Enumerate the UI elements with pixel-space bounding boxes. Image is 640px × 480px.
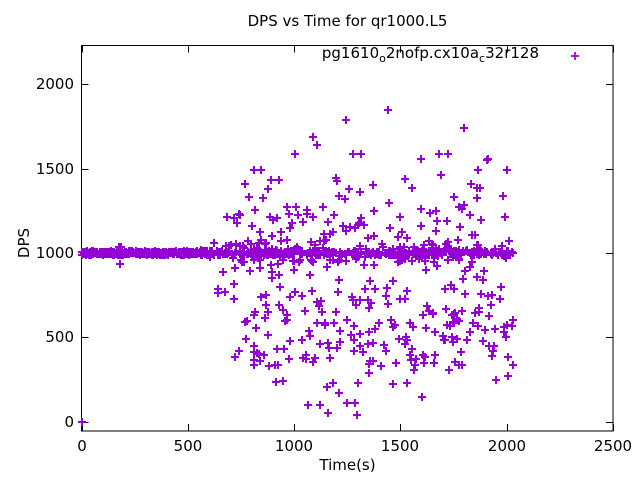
legend-label-part: 32r128	[485, 44, 539, 62]
y-tick-label: 1500	[36, 160, 74, 178]
x-tick-label: 2000	[488, 437, 526, 455]
legend-sample-plus	[571, 52, 579, 60]
x-tick-label: 2500	[594, 437, 632, 455]
plus-marker-icon	[571, 52, 579, 60]
y-tick-label: 0	[64, 413, 74, 431]
axes-border	[81, 45, 614, 432]
legend-label-part: pg1610	[321, 44, 380, 62]
axis-ticks	[81, 45, 614, 431]
scatter-points	[78, 106, 517, 426]
legend-label: pg1610o2nofp.cx10ac32r128	[322, 43, 539, 69]
legend-label-subscript: o	[379, 52, 386, 65]
y-tick-label: 2000	[36, 75, 74, 93]
x-tick-label: 0	[77, 437, 87, 455]
x-tick-label: 500	[174, 437, 203, 455]
tick-labels: 0 500 1000 1500 2000 2500 0 500 1000 1500 2000	[36, 75, 632, 455]
y-axis-label: DPS	[15, 227, 33, 259]
legend-label-part: 2nofp.cx10a	[385, 44, 480, 62]
x-tick-label: 1500	[381, 437, 419, 455]
legend-label-subscript: c	[479, 52, 486, 65]
x-axis-label: Time(s)	[319, 456, 376, 474]
y-tick-label: 500	[45, 328, 74, 346]
chart-title: DPS vs Time for qr1000.L5	[247, 12, 448, 30]
y-tick-label: 1000	[36, 244, 74, 262]
legend: pg1610o2nofp.cx10ac32r128	[322, 43, 584, 69]
x-tick-label: 1000	[275, 437, 313, 455]
